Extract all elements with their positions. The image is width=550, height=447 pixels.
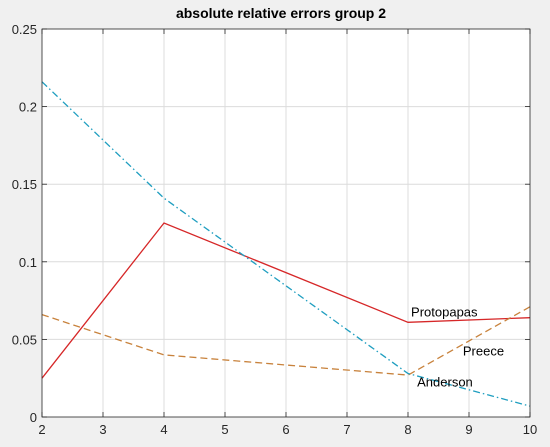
x-tick-label: 10 <box>523 422 537 437</box>
y-tick-label: 0 <box>30 410 37 425</box>
x-tick-label: 4 <box>160 422 167 437</box>
x-tick-label: 3 <box>99 422 106 437</box>
x-tick-label: 8 <box>404 422 411 437</box>
grid <box>42 29 530 417</box>
x-tick-label: 2 <box>38 422 45 437</box>
annotation-protopapas: Protopapas <box>411 304 478 319</box>
y-tick-label: 0.1 <box>19 255 37 270</box>
x-tick-label: 5 <box>221 422 228 437</box>
series-layer <box>41 81 531 407</box>
annotation-anderson: Anderson <box>417 374 473 389</box>
y-tick-label: 0.25 <box>12 22 37 37</box>
series-anderson-line <box>41 81 531 407</box>
y-tick-labels: 0 0.05 0.1 0.15 0.2 0.25 <box>12 22 37 425</box>
tick-marks <box>41 28 531 418</box>
x-tick-label: 6 <box>282 422 289 437</box>
annotation-preece: Preece <box>463 343 504 358</box>
series-protopapas-line <box>41 222 531 379</box>
x-tick-label: 7 <box>343 422 350 437</box>
x-tick-labels: 2 3 4 5 6 7 8 9 10 <box>38 422 537 437</box>
series-preece-line <box>41 306 531 376</box>
y-tick-label: 0.2 <box>19 100 37 115</box>
chart-title: absolute relative errors group 2 <box>176 5 386 21</box>
y-tick-label: 0.05 <box>12 332 37 347</box>
x-tick-label: 9 <box>465 422 472 437</box>
annotations: Protopapas Preece Anderson <box>411 304 504 389</box>
y-tick-label: 0.15 <box>12 177 37 192</box>
